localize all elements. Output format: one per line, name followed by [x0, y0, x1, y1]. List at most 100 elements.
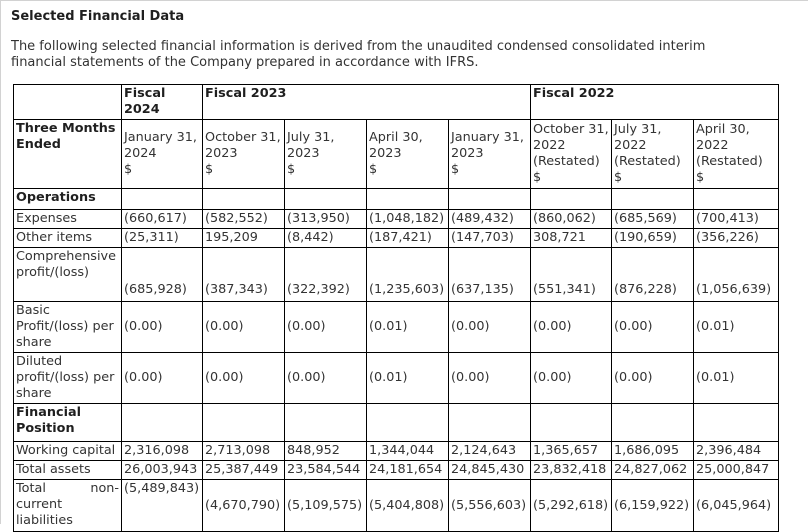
- empty-cell: [448, 403, 531, 442]
- value-cell: (6,159,922): [611, 479, 694, 532]
- value-cell: 25,000,847: [693, 460, 779, 480]
- value-cell: (0.00): [530, 301, 612, 353]
- table-row-working-capital: Working capital 2,316,098 2,713,098 848,…: [13, 441, 779, 461]
- value-cell: (660,617): [121, 209, 203, 229]
- blank-corner-cell: [13, 84, 122, 120]
- value-cell: (0.00): [611, 301, 694, 353]
- page-title: Selected Financial Data: [11, 9, 185, 24]
- table-row-basic-eps: Basic Profit/(loss) per share (0.00) (0.…: [13, 301, 779, 353]
- table-row-expenses: Expenses (660,617) (582,552) (313,950) (…: [13, 209, 779, 229]
- empty-cell: [448, 188, 531, 210]
- row-label-basic-eps: Basic Profit/(loss) per share: [13, 301, 122, 353]
- table-row-diluted-eps: Diluted profit/(loss) per share (0.00) (…: [13, 352, 779, 404]
- value-cell: (0.00): [530, 352, 612, 404]
- value-cell: (0.00): [448, 352, 531, 404]
- value-cell: (876,228): [611, 247, 694, 302]
- section-label-operations: Operations: [13, 188, 122, 210]
- row-label-total-noncurrent-liabilities: Total non-current liabilities: [13, 479, 122, 532]
- value-cell: (860,062): [530, 209, 612, 229]
- value-cell: 24,845,430: [448, 460, 531, 480]
- value-cell: 25,387,449: [202, 460, 285, 480]
- value-cell: (0.00): [611, 352, 694, 404]
- value-cell: (1,048,182): [366, 209, 449, 229]
- empty-cell: [284, 188, 367, 210]
- value-cell: (0.00): [284, 352, 367, 404]
- period-header-oct-31-2023: October 31, 2023 $: [202, 119, 285, 189]
- value-cell: 24,827,062: [611, 460, 694, 480]
- empty-cell: [202, 188, 285, 210]
- value-cell: (0.00): [202, 301, 285, 353]
- value-cell: (5,556,603): [448, 479, 531, 532]
- value-cell: (0.01): [693, 352, 779, 404]
- value-cell: 848,952: [284, 441, 367, 461]
- value-cell: 1,344,044: [366, 441, 449, 461]
- value-cell: (356,226): [693, 228, 779, 248]
- value-cell: 195,209: [202, 228, 285, 248]
- value-cell: 23,584,544: [284, 460, 367, 480]
- period-header-jul-31-2022: July 31, 2022 (Restated) $: [611, 119, 694, 189]
- value-cell: (4,670,790): [202, 479, 285, 532]
- value-cell: 23,832,418: [530, 460, 612, 480]
- empty-cell: [530, 403, 612, 442]
- value-cell: (0.00): [284, 301, 367, 353]
- value-cell: (8,442): [284, 228, 367, 248]
- value-cell: (685,928): [121, 247, 203, 302]
- row-label-expenses: Expenses: [13, 209, 122, 229]
- value-cell: (0.00): [202, 352, 285, 404]
- empty-cell: [366, 403, 449, 442]
- period-header-jul-31-2023: July 31, 2023 $: [284, 119, 367, 189]
- value-cell: 1,686,095: [611, 441, 694, 461]
- empty-cell: [611, 403, 694, 442]
- year-group-fiscal-2024: Fiscal 2024: [121, 84, 203, 120]
- empty-cell: [284, 403, 367, 442]
- period-header-apr-30-2022: April 30, 2022 (Restated) $: [693, 119, 779, 189]
- table-row-total-assets: Total assets 26,003,943 25,387,449 23,58…: [13, 460, 779, 480]
- row-label-total-assets: Total assets: [13, 460, 122, 480]
- financial-table: Fiscal 2024 Fiscal 2023 Fiscal 2022 Thre…: [13, 84, 779, 532]
- intro-paragraph: The following selected financial informa…: [11, 39, 706, 70]
- value-cell: (489,432): [448, 209, 531, 229]
- value-cell: (25,311): [121, 228, 203, 248]
- value-cell: (6,045,964): [693, 479, 779, 532]
- value-cell: (0.00): [121, 301, 203, 353]
- value-cell: (313,950): [284, 209, 367, 229]
- value-cell: (5,404,808): [366, 479, 449, 532]
- value-cell: 2,396,484: [693, 441, 779, 461]
- section-row-operations: Operations: [13, 188, 779, 210]
- value-cell: (0.01): [693, 301, 779, 353]
- year-group-fiscal-2022: Fiscal 2022: [530, 84, 779, 120]
- value-cell: (147,703): [448, 228, 531, 248]
- value-cell: 24,181,654: [366, 460, 449, 480]
- section-label-financial-position: Financial Position: [13, 403, 122, 442]
- period-header-jan-31-2024: January 31, 2024 $: [121, 119, 203, 189]
- value-cell: (637,135): [448, 247, 531, 302]
- empty-cell: [366, 188, 449, 210]
- value-cell: (0.00): [448, 301, 531, 353]
- value-cell: (0.00): [121, 352, 203, 404]
- empty-cell: [693, 188, 779, 210]
- empty-cell: [530, 188, 612, 210]
- empty-cell: [611, 188, 694, 210]
- fiscal-year-header-row: Fiscal 2024 Fiscal 2023 Fiscal 2022: [13, 84, 779, 120]
- value-cell: (0.01): [366, 301, 449, 353]
- table-row-comprehensive-profit-loss: Comprehensive profit/(loss) (685,928) (3…: [13, 247, 779, 302]
- section-row-financial-position: Financial Position: [13, 403, 779, 442]
- value-cell: 308,721: [530, 228, 612, 248]
- row-label-working-capital: Working capital: [13, 441, 122, 461]
- period-header-apr-30-2023: April 30, 2023 $: [366, 119, 449, 189]
- value-cell: (582,552): [202, 209, 285, 229]
- period-header-oct-31-2022: October 31, 2022 (Restated) $: [530, 119, 612, 189]
- value-cell: (322,392): [284, 247, 367, 302]
- table-row-total-noncurrent-liabilities: Total non-current liabilities (5,489,843…: [13, 479, 779, 532]
- value-cell: 2,124,643: [448, 441, 531, 461]
- empty-cell: [693, 403, 779, 442]
- value-cell: 26,003,943: [121, 460, 203, 480]
- value-cell: (1,235,603): [366, 247, 449, 302]
- value-cell: (1,056,639): [693, 247, 779, 302]
- value-cell: 2,316,098: [121, 441, 203, 461]
- value-cell: (187,421): [366, 228, 449, 248]
- value-cell: (0.01): [366, 352, 449, 404]
- value-cell: (685,569): [611, 209, 694, 229]
